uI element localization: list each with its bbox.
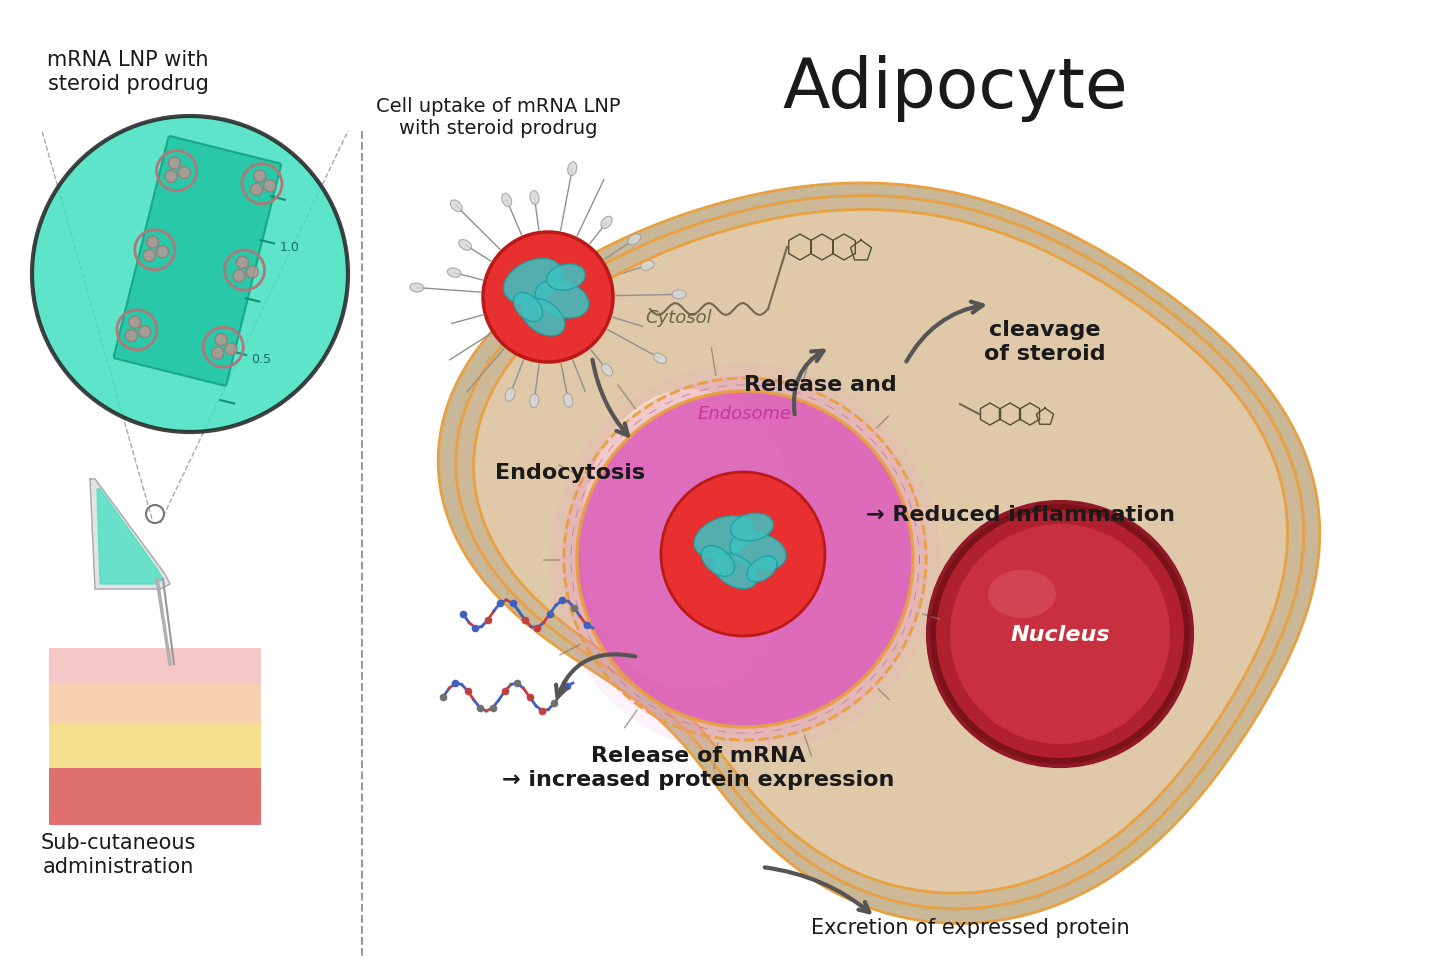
- Circle shape: [157, 246, 168, 259]
- Circle shape: [125, 330, 137, 342]
- FancyBboxPatch shape: [49, 648, 261, 685]
- Ellipse shape: [451, 201, 462, 212]
- Ellipse shape: [730, 514, 773, 542]
- Circle shape: [215, 334, 228, 346]
- Ellipse shape: [536, 281, 589, 319]
- Ellipse shape: [459, 240, 471, 251]
- Ellipse shape: [580, 390, 801, 689]
- Circle shape: [212, 348, 223, 359]
- Ellipse shape: [602, 364, 612, 377]
- Ellipse shape: [504, 259, 563, 304]
- Polygon shape: [96, 489, 163, 584]
- Ellipse shape: [567, 163, 577, 176]
- Circle shape: [482, 233, 613, 362]
- Circle shape: [562, 377, 927, 742]
- Text: Endocytosis: Endocytosis: [495, 462, 645, 483]
- Text: 0.5: 0.5: [252, 353, 271, 365]
- Polygon shape: [438, 184, 1319, 923]
- Ellipse shape: [530, 191, 539, 205]
- Circle shape: [246, 266, 258, 279]
- Circle shape: [32, 117, 348, 432]
- Ellipse shape: [641, 262, 654, 271]
- Ellipse shape: [530, 394, 539, 408]
- Circle shape: [577, 391, 913, 728]
- Circle shape: [251, 184, 262, 197]
- Ellipse shape: [600, 217, 612, 230]
- Text: cleavage
of steroid: cleavage of steroid: [984, 320, 1106, 363]
- Text: mRNA LNP with
steroid prodrug: mRNA LNP with steroid prodrug: [48, 50, 209, 93]
- Ellipse shape: [672, 291, 685, 299]
- Circle shape: [147, 236, 158, 249]
- Text: → Reduced inflammation: → Reduced inflammation: [865, 505, 1175, 524]
- Circle shape: [661, 473, 825, 637]
- Ellipse shape: [628, 234, 641, 245]
- Text: Release of mRNA
→ increased protein expression: Release of mRNA → increased protein expr…: [501, 745, 894, 789]
- Ellipse shape: [988, 571, 1056, 618]
- Text: Excretion of expressed protein: Excretion of expressed protein: [811, 917, 1129, 937]
- Polygon shape: [474, 210, 1287, 893]
- FancyBboxPatch shape: [114, 137, 281, 387]
- Ellipse shape: [521, 298, 564, 336]
- Ellipse shape: [730, 533, 786, 571]
- Circle shape: [166, 172, 177, 183]
- Text: 1.0: 1.0: [279, 241, 300, 254]
- Polygon shape: [91, 480, 170, 589]
- Ellipse shape: [501, 194, 511, 207]
- Text: Endosome: Endosome: [698, 405, 792, 422]
- Ellipse shape: [505, 389, 516, 402]
- Circle shape: [927, 503, 1192, 766]
- Circle shape: [168, 158, 180, 170]
- Ellipse shape: [514, 294, 543, 323]
- Circle shape: [128, 317, 141, 328]
- Ellipse shape: [563, 393, 573, 408]
- Circle shape: [236, 257, 248, 269]
- Ellipse shape: [654, 354, 667, 364]
- Circle shape: [225, 344, 238, 356]
- Ellipse shape: [448, 268, 461, 278]
- Polygon shape: [456, 197, 1303, 909]
- Circle shape: [233, 270, 245, 283]
- Text: Sub-cutaneous
administration: Sub-cutaneous administration: [40, 832, 196, 876]
- Text: Cell uptake of mRNA LNP
with steroid prodrug: Cell uptake of mRNA LNP with steroid pro…: [376, 98, 621, 139]
- Ellipse shape: [701, 547, 734, 577]
- FancyBboxPatch shape: [49, 683, 261, 725]
- Text: Release and: Release and: [743, 375, 896, 394]
- Text: Cytosol: Cytosol: [645, 309, 711, 327]
- Text: Nucleus: Nucleus: [1011, 624, 1110, 644]
- Circle shape: [179, 168, 190, 179]
- Ellipse shape: [747, 556, 778, 582]
- Circle shape: [936, 511, 1184, 758]
- Ellipse shape: [713, 553, 757, 589]
- Circle shape: [143, 250, 156, 263]
- Circle shape: [950, 524, 1169, 744]
- Circle shape: [550, 364, 940, 754]
- Circle shape: [138, 327, 151, 338]
- Circle shape: [264, 180, 275, 193]
- Ellipse shape: [694, 516, 755, 558]
- Ellipse shape: [547, 265, 585, 291]
- Ellipse shape: [410, 284, 423, 293]
- Circle shape: [253, 171, 266, 183]
- Text: Adipocyte: Adipocyte: [782, 54, 1128, 121]
- FancyBboxPatch shape: [49, 768, 261, 826]
- FancyBboxPatch shape: [49, 723, 261, 770]
